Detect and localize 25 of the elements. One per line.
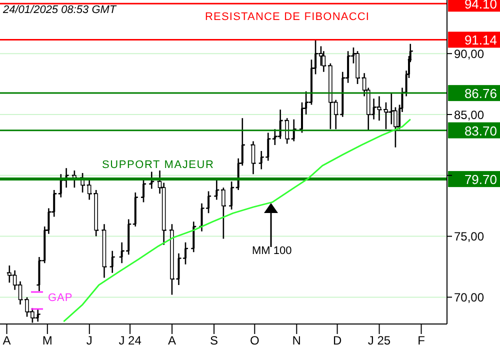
ref-line-label: 86.76 xyxy=(464,86,497,102)
y-tick-label: 70,00 xyxy=(454,290,484,304)
x-tick-label: A xyxy=(2,334,11,348)
y-tick-label: 90,00 xyxy=(454,46,484,61)
x-tick-label: M xyxy=(42,334,52,348)
annotation: RESISTANCE DE FIBONACCI xyxy=(205,10,370,24)
annotation: 24/01/2025 08:53 GMT xyxy=(3,3,116,17)
x-tick-label: J 24 xyxy=(118,334,142,348)
x-tick-label: J 25 xyxy=(368,334,391,348)
annotation: MM 100 xyxy=(252,244,292,258)
x-tick-label: N xyxy=(292,334,301,348)
x-tick-label: A xyxy=(168,334,176,348)
x-tick-label: S xyxy=(210,334,218,348)
x-tick-label: O xyxy=(250,334,260,348)
ref-line-label: 94.10 xyxy=(464,0,497,12)
ref-line-label: 83.70 xyxy=(464,123,497,138)
ref-line-label: 91.14 xyxy=(464,32,497,48)
x-tick-label: J xyxy=(86,334,92,348)
x-tick-label: D xyxy=(332,334,342,348)
ref-line-label: 79.70 xyxy=(464,172,497,188)
annotation: GAP xyxy=(48,291,73,305)
y-tick-label: 75,00 xyxy=(454,230,484,244)
x-tick-label: F xyxy=(418,334,425,348)
y-tick-label: 85,00 xyxy=(454,108,484,122)
annotation: SUPPORT MAJEUR xyxy=(102,158,214,172)
